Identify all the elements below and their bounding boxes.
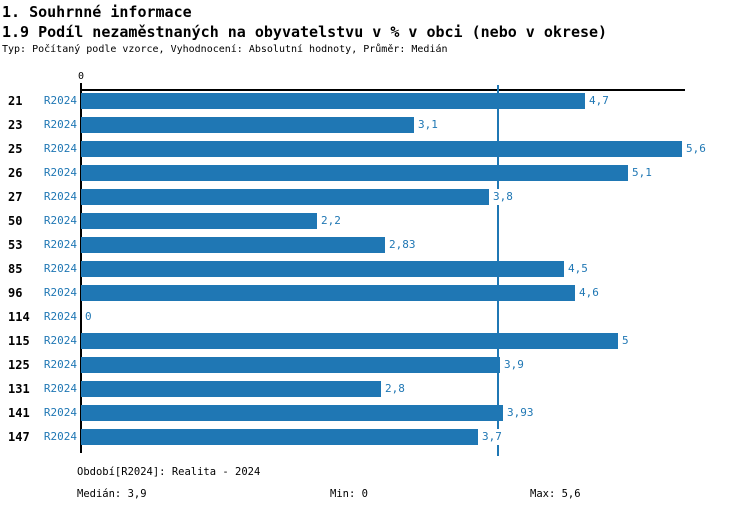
bar <box>81 237 385 253</box>
footer-period-legend: Období[R2024]: Realita - 2024 <box>77 466 261 478</box>
x-axis-zero-tick-label: 0 <box>77 71 85 82</box>
value-label: 0 <box>84 309 93 325</box>
bar <box>81 381 381 397</box>
x-axis-line <box>81 89 685 91</box>
value-label: 4,6 <box>578 285 600 301</box>
series-label: R2024 <box>43 406 77 419</box>
category-label: 50 <box>8 214 23 228</box>
value-label: 3,8 <box>492 189 514 205</box>
series-label: R2024 <box>43 358 77 371</box>
bar <box>81 165 628 181</box>
value-label: 3,9 <box>503 357 525 373</box>
category-label: 53 <box>8 238 23 252</box>
value-label: 3,1 <box>417 117 439 133</box>
category-label: 147 <box>8 430 30 444</box>
value-label: 3,93 <box>506 405 535 421</box>
series-label: R2024 <box>43 214 77 227</box>
value-label: 2,83 <box>388 237 417 253</box>
chart-meta-line: Typ: Počítaný podle vzorce, Vyhodnocení:… <box>2 44 448 55</box>
bar <box>81 357 500 373</box>
bar <box>81 117 414 133</box>
bar <box>81 189 489 205</box>
chart-title: 1.9 Podíl nezaměstnaných na obyvatelstvu… <box>2 23 608 41</box>
value-label: 5,1 <box>631 165 653 181</box>
value-label: 3,7 <box>481 429 503 445</box>
value-label: 4,7 <box>588 93 610 109</box>
category-label: 114 <box>8 310 30 324</box>
bar <box>81 429 478 445</box>
value-label: 2,8 <box>384 381 406 397</box>
bar <box>81 213 317 229</box>
value-label: 5 <box>621 333 630 349</box>
footer-min-stat: Min: 0 <box>330 488 368 500</box>
bar <box>81 333 618 349</box>
category-label: 131 <box>8 382 30 396</box>
category-label: 141 <box>8 406 30 420</box>
category-label: 115 <box>8 334 30 348</box>
category-label: 125 <box>8 358 30 372</box>
series-label: R2024 <box>43 142 77 155</box>
category-label: 96 <box>8 286 23 300</box>
series-label: R2024 <box>43 262 77 275</box>
series-label: R2024 <box>43 166 77 179</box>
series-label: R2024 <box>43 310 77 323</box>
category-label: 23 <box>8 118 23 132</box>
series-label: R2024 <box>43 94 77 107</box>
bar <box>81 93 585 109</box>
x-axis-zero-tick <box>80 83 82 89</box>
category-label: 26 <box>8 166 23 180</box>
value-label: 2,2 <box>320 213 342 229</box>
bar <box>81 405 503 421</box>
series-label: R2024 <box>43 118 77 131</box>
category-label: 27 <box>8 190 23 204</box>
series-label: R2024 <box>43 238 77 251</box>
value-label: 4,5 <box>567 261 589 277</box>
footer-median-stat: Medián: 3,9 <box>77 488 147 500</box>
category-label: 21 <box>8 94 23 108</box>
footer-max-stat: Max: 5,6 <box>530 488 581 500</box>
series-label: R2024 <box>43 430 77 443</box>
section-title: 1. Souhrnné informace <box>2 3 192 21</box>
category-label: 25 <box>8 142 23 156</box>
category-label: 85 <box>8 262 23 276</box>
bar <box>81 285 575 301</box>
series-label: R2024 <box>43 382 77 395</box>
series-label: R2024 <box>43 286 77 299</box>
series-label: R2024 <box>43 334 77 347</box>
bar <box>81 261 564 277</box>
bar <box>81 141 682 157</box>
series-label: R2024 <box>43 190 77 203</box>
value-label: 5,6 <box>685 141 707 157</box>
